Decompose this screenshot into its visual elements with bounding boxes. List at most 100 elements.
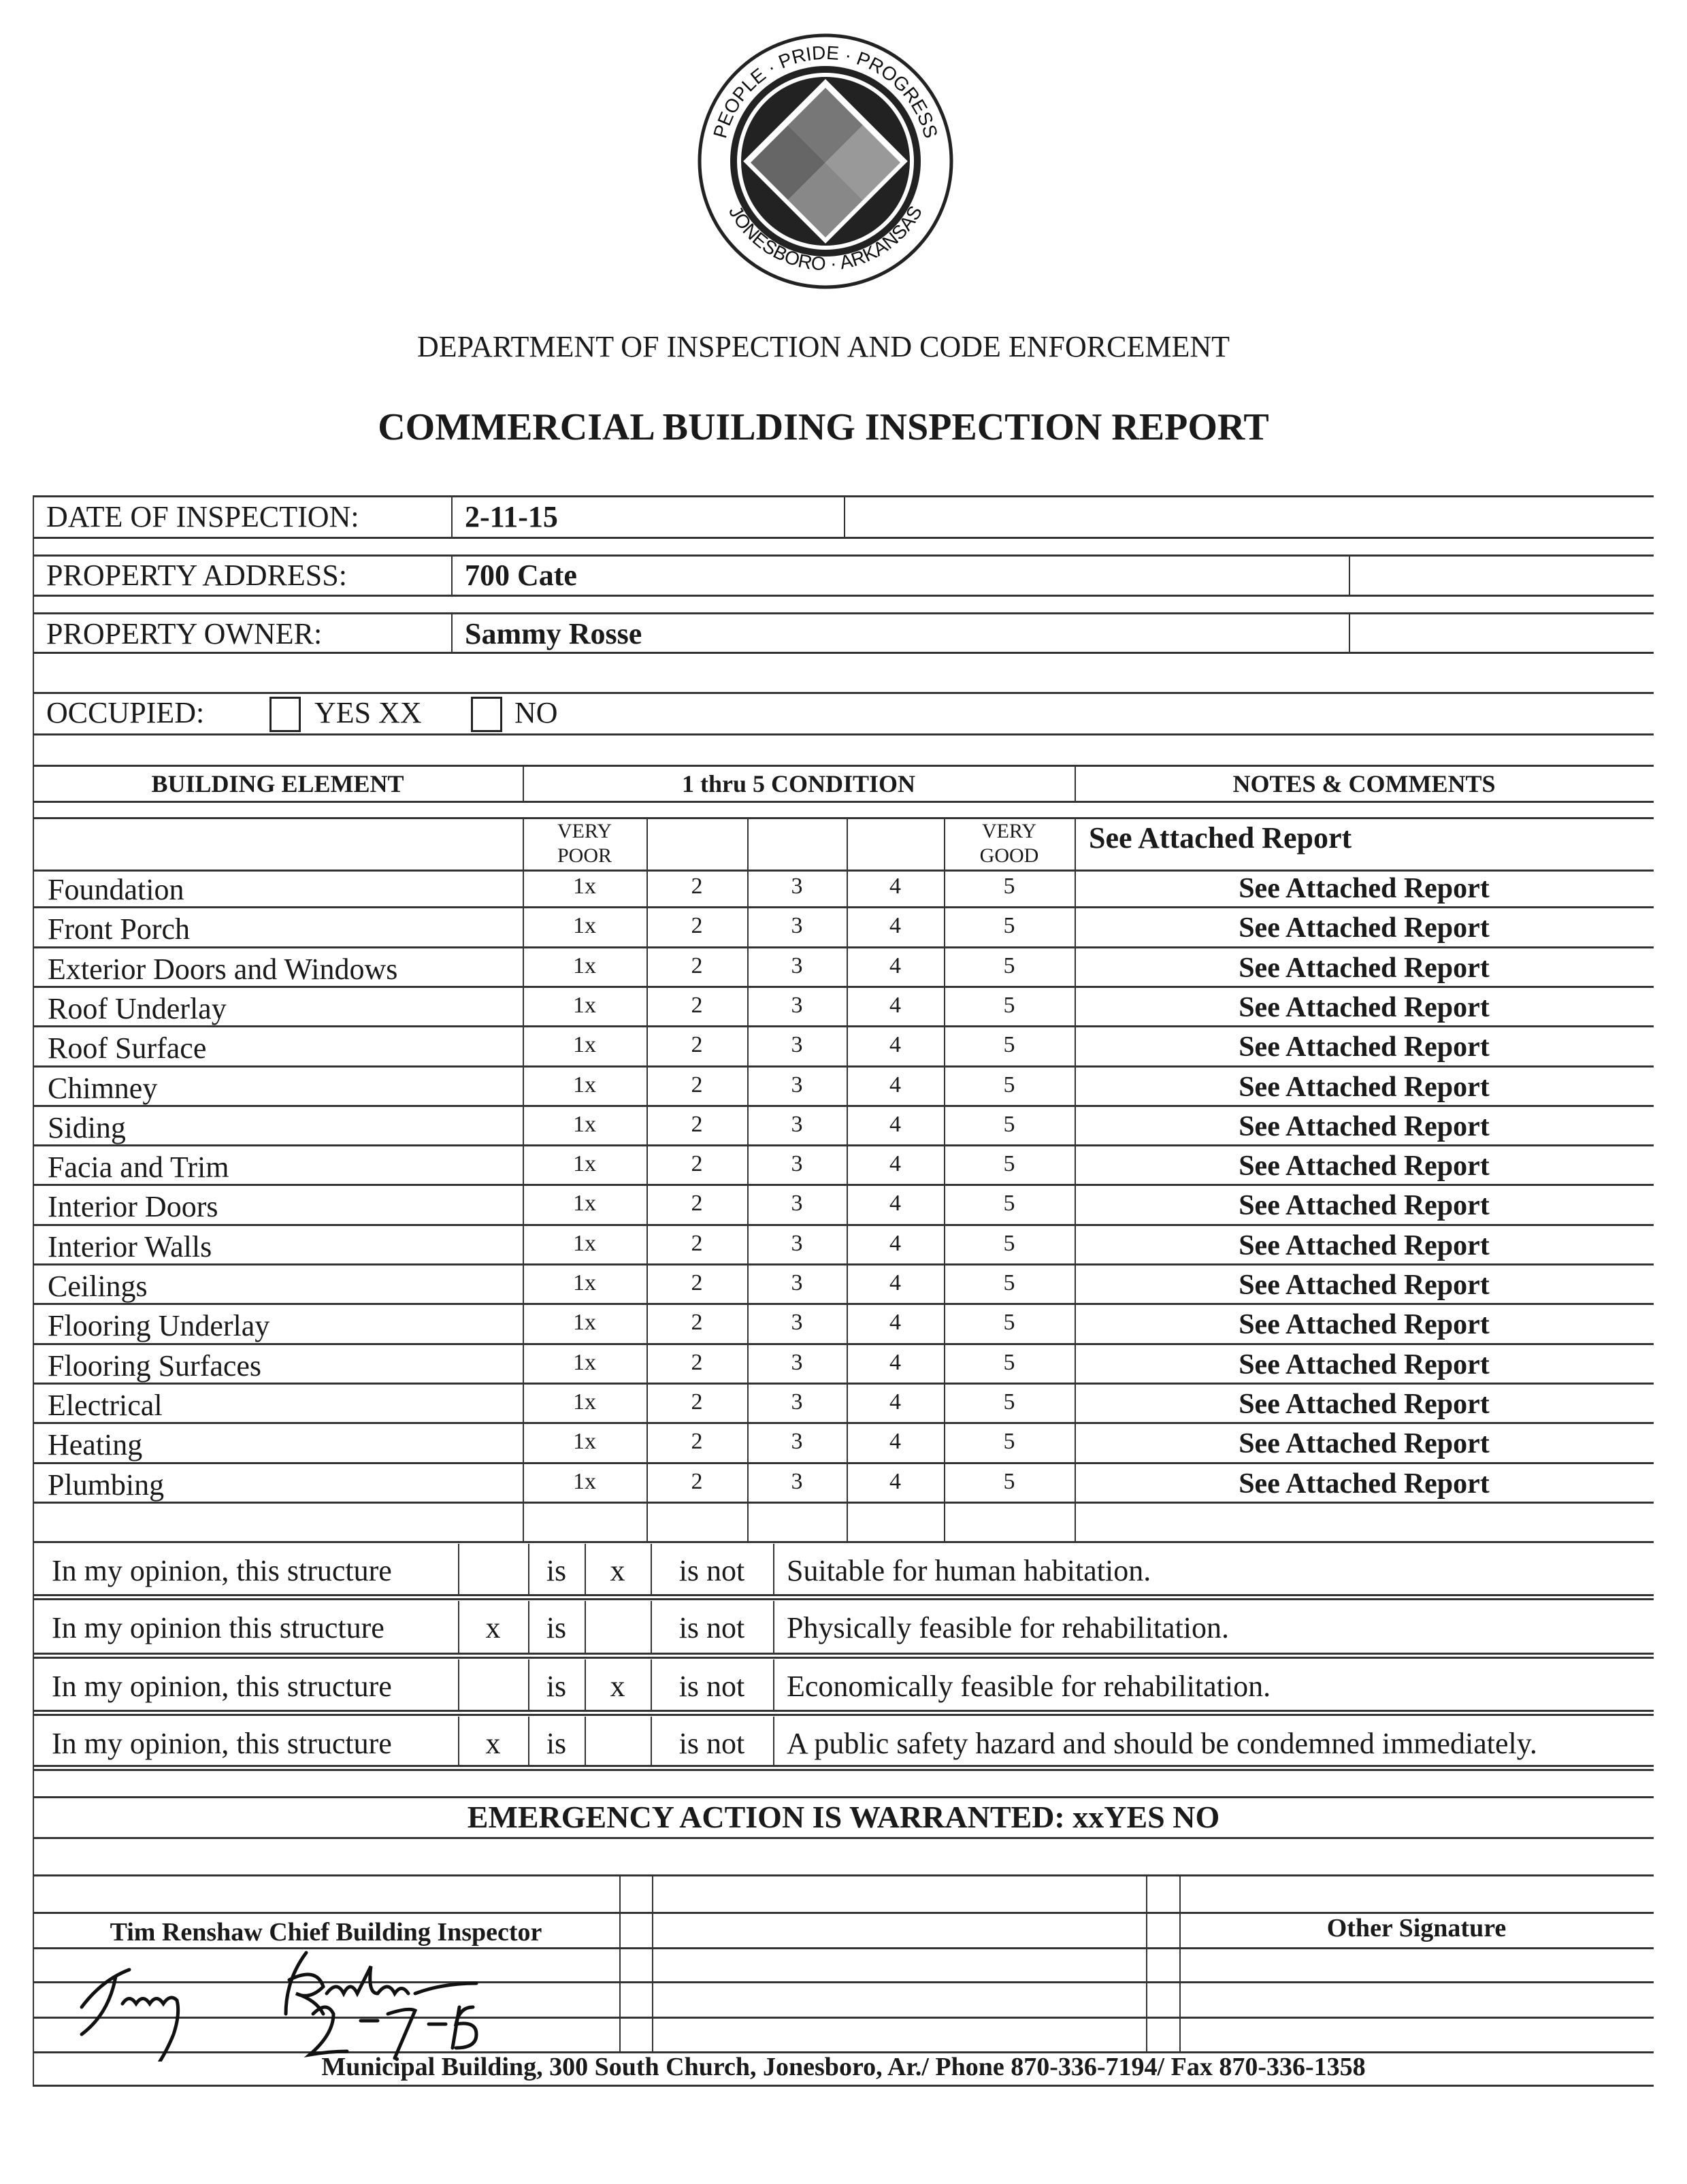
- condition-rating: 1x: [573, 1191, 596, 1217]
- condition-rating: 5: [1003, 1191, 1015, 1217]
- divider: [33, 1710, 1654, 1712]
- is-not-label: is not: [678, 1727, 745, 1760]
- condition-rating: 3: [791, 1310, 803, 1336]
- condition-rating: 4: [889, 1310, 901, 1336]
- condition-rating: 2: [691, 1032, 703, 1058]
- condition-rating: 4: [889, 1191, 901, 1217]
- condition-rating: 5: [1003, 953, 1015, 978]
- divider: [458, 1601, 459, 1654]
- row-note: See Attached Report: [1239, 1229, 1490, 1261]
- is-label: is: [546, 1727, 567, 1760]
- building-element-name: Roof Surface: [48, 1031, 207, 1065]
- building-element-name: Front Porch: [48, 912, 190, 946]
- divider: [1075, 817, 1076, 1541]
- opinion-statement: Suitable for human habitation.: [787, 1554, 1151, 1587]
- condition-rating: 5: [1003, 1032, 1015, 1058]
- condition-rating: 5: [1003, 992, 1015, 1018]
- row-note: See Attached Report: [1239, 991, 1490, 1023]
- divider: [33, 1653, 1654, 1655]
- condition-rating: 5: [1003, 913, 1015, 939]
- occupied-yes-checkbox[interactable]: [269, 697, 301, 732]
- divider: [523, 765, 524, 801]
- divider: [451, 612, 453, 652]
- condition-rating: 4: [889, 913, 901, 939]
- condition-rating: 4: [889, 1270, 901, 1295]
- divider: [33, 1461, 1654, 1464]
- divider: [651, 1717, 652, 1766]
- condition-rating: 3: [791, 1072, 803, 1097]
- condition-rating: 1x: [573, 913, 596, 939]
- divider: [33, 946, 1654, 948]
- condition-rating: 3: [791, 1151, 803, 1177]
- divider: [33, 1184, 1654, 1187]
- divider: [1075, 765, 1076, 801]
- divider: [619, 1874, 621, 2051]
- header-building-element: BUILDING ELEMENT: [151, 770, 404, 797]
- opinion-lead: In my opinion, this structure: [52, 1554, 392, 1587]
- condition-rating: 1x: [573, 1310, 596, 1336]
- condition-rating: 1x: [573, 1389, 596, 1414]
- condition-rating: 5: [1003, 1389, 1015, 1414]
- header-notes: NOTES & COMMENTS: [1232, 770, 1496, 797]
- occupied-yes-label: YES XX: [314, 696, 422, 729]
- condition-rating: 4: [889, 953, 901, 978]
- condition-rating: 1x: [573, 1468, 596, 1494]
- condition-rating: 5: [1003, 1111, 1015, 1137]
- divider: [33, 1223, 1654, 1226]
- condition-rating: 1x: [573, 992, 596, 1018]
- divider: [651, 1544, 652, 1595]
- divider: [33, 1765, 1654, 1767]
- condition-rating: 1x: [573, 1151, 596, 1177]
- condition-rating: 1x: [573, 874, 596, 899]
- divider: [33, 595, 1654, 597]
- condition-rating: 4: [889, 1389, 901, 1414]
- condition-rating: 4: [889, 992, 901, 1018]
- divider: [33, 692, 1654, 694]
- opinion-statement: Economically feasible for rehabilitation…: [787, 1670, 1271, 1703]
- is-not-mark: x: [610, 1554, 625, 1587]
- divider: [33, 2051, 1654, 2053]
- condition-rating: 2: [691, 1072, 703, 1097]
- divider: [33, 1874, 1654, 1876]
- occupied-no-checkbox[interactable]: [471, 697, 502, 732]
- divider: [33, 1714, 1654, 1716]
- divider: [773, 1717, 774, 1766]
- condition-rating: 4: [889, 1349, 901, 1375]
- inspector-signature: [80, 1951, 478, 2062]
- building-element-name: Electrical: [48, 1388, 163, 1422]
- building-element-name: Flooring Underlay: [48, 1309, 270, 1343]
- divider: [847, 817, 848, 1541]
- opinion-lead: In my opinion this structure: [52, 1611, 384, 1644]
- condition-rating: 2: [691, 1349, 703, 1375]
- divider: [33, 1065, 1654, 1068]
- row-note: See Attached Report: [1239, 912, 1490, 944]
- row-note: See Attached Report: [1239, 1151, 1490, 1182]
- date-label: DATE OF INSPECTION:: [46, 500, 359, 533]
- divider: [652, 1874, 653, 2051]
- condition-rating: 4: [889, 874, 901, 899]
- is-not-label: is not: [678, 1611, 745, 1644]
- opinion-statement: Physically feasible for rehabilitation.: [787, 1611, 1230, 1644]
- opinion-statement: A public safety hazard and should be con…: [787, 1727, 1537, 1760]
- condition-rating: 2: [691, 1270, 703, 1295]
- very-poor-label: VERY: [557, 820, 612, 842]
- divider: [33, 1981, 1654, 1983]
- is-label: is: [546, 1670, 567, 1703]
- divider: [451, 495, 453, 537]
- divider: [33, 1501, 1654, 1504]
- is-mark: x: [485, 1727, 501, 1760]
- is-label: is: [546, 1554, 567, 1587]
- divider: [651, 1659, 652, 1711]
- condition-rating: 4: [889, 1151, 901, 1177]
- is-label: is: [546, 1611, 567, 1644]
- condition-rating: 2: [691, 1191, 703, 1217]
- divider: [33, 495, 1654, 497]
- opinion-lead: In my opinion, this structure: [52, 1727, 392, 1760]
- divider: [585, 1717, 586, 1766]
- condition-rating: 4: [889, 1032, 901, 1058]
- condition-rating: 5: [1003, 1468, 1015, 1494]
- building-element-name: Chimney: [48, 1071, 158, 1105]
- row-note: See Attached Report: [1239, 1388, 1490, 1420]
- date-value: 2-11-15: [465, 500, 558, 533]
- condition-rating: 2: [691, 1111, 703, 1137]
